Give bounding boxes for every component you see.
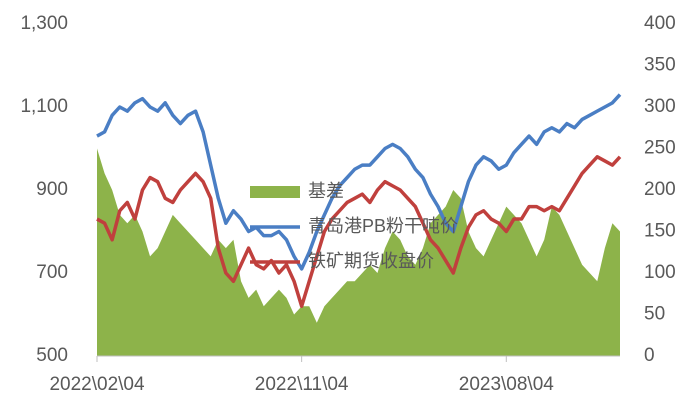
x-tick-label: 2023\08\04 <box>459 374 555 395</box>
y-tick-label: 900 <box>36 179 68 200</box>
y2-tick-label: 0 <box>644 345 655 366</box>
price-line <box>96 93 622 271</box>
y-tick-label: 1,100 <box>20 96 68 117</box>
y-tick-label: 1,300 <box>20 13 68 34</box>
legend-label: 铁矿期货收盘价 <box>308 251 434 271</box>
y2-tick-label: 200 <box>644 179 676 200</box>
y-tick-label: 500 <box>36 345 68 366</box>
y2-tick-label: 250 <box>644 138 676 159</box>
y2-tick-label: 400 <box>644 13 676 34</box>
x-tick-label: 2022\11\04 <box>255 374 349 395</box>
legend-label: 青岛港PB粉干吨价 <box>308 216 458 236</box>
y-tick-label: 700 <box>36 262 68 283</box>
y2-tick-label: 150 <box>644 221 676 242</box>
price-line <box>96 155 622 308</box>
basis-area <box>97 148 620 356</box>
x-tick-label: 2022\02\04 <box>49 374 145 395</box>
y2-tick-label: 100 <box>644 262 676 283</box>
y2-tick-label: 300 <box>644 96 676 117</box>
legend-label: 基差 <box>308 181 344 201</box>
legend-swatch <box>250 186 300 198</box>
y2-tick-label: 350 <box>644 55 676 76</box>
y2-tick-label: 50 <box>644 304 665 325</box>
